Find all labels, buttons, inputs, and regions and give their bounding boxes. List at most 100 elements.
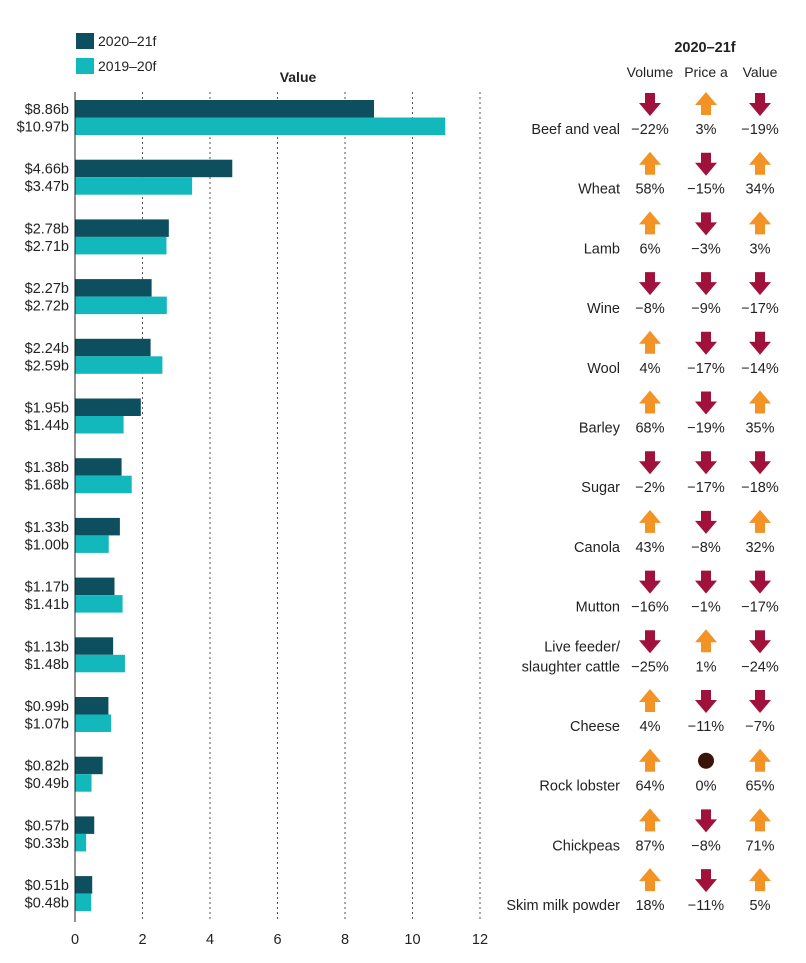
table-header: Value bbox=[743, 64, 778, 80]
arrow-down-icon bbox=[695, 510, 717, 534]
product-label: Canola bbox=[574, 540, 621, 556]
arrow-down-icon bbox=[695, 869, 717, 893]
bar bbox=[75, 100, 375, 118]
change-value: −15% bbox=[687, 182, 725, 198]
bar-value-label: $1.44b bbox=[25, 418, 69, 434]
bar-value-label: $0.51b bbox=[25, 878, 69, 894]
change-value: −1% bbox=[691, 600, 721, 616]
bar bbox=[75, 654, 125, 673]
change-value: 6% bbox=[640, 241, 661, 257]
bar-value-label: $1.48b bbox=[25, 657, 69, 673]
bar-value-label: $10.97b bbox=[17, 120, 69, 136]
change-value: −17% bbox=[687, 361, 725, 377]
change-value: 3% bbox=[750, 241, 771, 257]
bar-value-label: $0.33b bbox=[25, 836, 69, 852]
change-value: −17% bbox=[687, 480, 725, 496]
arrow-up-icon bbox=[639, 151, 661, 175]
table-title: 2020–21f bbox=[674, 40, 735, 56]
change-value: −9% bbox=[691, 301, 721, 317]
product-label: Lamb bbox=[584, 241, 620, 257]
change-value: 1% bbox=[696, 659, 717, 675]
bar-value-label: $1.17b bbox=[25, 580, 69, 596]
arrow-down-icon bbox=[639, 451, 661, 475]
bar-value-label: $1.33b bbox=[25, 520, 69, 536]
change-value: −8% bbox=[635, 301, 665, 317]
bar-value-label: $4.66b bbox=[25, 162, 69, 178]
change-value: 18% bbox=[635, 898, 664, 914]
bar bbox=[75, 219, 169, 237]
change-value: −8% bbox=[691, 838, 721, 854]
change-value: 58% bbox=[635, 182, 664, 198]
bar-value-label: $1.41b bbox=[25, 597, 69, 613]
bar-value-label: $2.24b bbox=[25, 341, 69, 357]
product-label: Chickpeas bbox=[552, 838, 620, 854]
change-value: 43% bbox=[635, 540, 664, 556]
bar-value-label: $8.86b bbox=[25, 102, 69, 118]
bar bbox=[75, 117, 446, 135]
legend-swatch bbox=[76, 33, 94, 49]
product-label: Rock lobster bbox=[539, 779, 620, 795]
bar-value-label: $3.47b bbox=[25, 179, 69, 195]
change-value: 71% bbox=[745, 838, 774, 854]
product-label: Beef and veal bbox=[531, 122, 620, 138]
change-value: −14% bbox=[741, 361, 779, 377]
bar-value-label: $2.59b bbox=[25, 358, 69, 374]
change-value: −17% bbox=[741, 600, 779, 616]
product-label: Live feeder/ bbox=[544, 639, 621, 655]
change-value: −17% bbox=[741, 301, 779, 317]
arrow-down-icon bbox=[749, 570, 771, 594]
arrow-down-icon bbox=[695, 331, 717, 355]
bar bbox=[75, 833, 87, 852]
bar bbox=[75, 356, 163, 374]
bar-value-label: $2.27b bbox=[25, 281, 69, 297]
bar-value-label: $0.82b bbox=[25, 759, 69, 775]
arrow-up-icon bbox=[639, 689, 661, 712]
x-tick-label: 6 bbox=[273, 932, 281, 948]
bar bbox=[75, 279, 152, 297]
change-value: −22% bbox=[631, 122, 669, 138]
arrow-down-icon bbox=[639, 272, 661, 296]
arrow-up-icon bbox=[749, 808, 771, 832]
change-value: 35% bbox=[745, 421, 774, 437]
arrow-up-icon bbox=[749, 151, 771, 175]
arrow-up-icon bbox=[639, 211, 661, 235]
arrow-down-icon bbox=[749, 690, 771, 713]
bar bbox=[75, 416, 124, 434]
bar-value-label: $0.49b bbox=[25, 776, 69, 792]
bar-value-label: $2.72b bbox=[25, 299, 69, 315]
bar bbox=[75, 774, 92, 792]
bar-value-label: $0.48b bbox=[25, 896, 69, 912]
change-value: −7% bbox=[745, 719, 775, 735]
bar-value-label: $1.00b bbox=[25, 537, 69, 553]
arrow-down-icon bbox=[639, 630, 661, 654]
bar bbox=[75, 816, 95, 834]
arrow-down-icon bbox=[639, 93, 661, 116]
arrow-down-icon bbox=[695, 212, 717, 236]
change-value: −19% bbox=[741, 122, 779, 138]
arrow-down-icon bbox=[695, 272, 717, 296]
table-header: Price a bbox=[684, 64, 728, 80]
change-value: 4% bbox=[640, 719, 661, 735]
change-value: −16% bbox=[631, 600, 669, 616]
arrow-down-icon bbox=[695, 570, 717, 594]
bar-value-label: $1.68b bbox=[25, 478, 69, 494]
bar bbox=[75, 338, 151, 357]
table-header: Volume bbox=[627, 64, 674, 80]
change-value: 65% bbox=[745, 779, 774, 795]
change-value: 32% bbox=[745, 540, 774, 556]
bar-value-label: $1.38b bbox=[25, 460, 69, 476]
bar bbox=[75, 876, 93, 894]
arrow-up-icon bbox=[695, 629, 717, 653]
bar-value-label: $2.71b bbox=[25, 239, 69, 255]
no-change-dot-icon bbox=[698, 752, 714, 769]
arrow-up-icon bbox=[639, 509, 661, 533]
arrow-up-icon bbox=[639, 748, 661, 772]
bar bbox=[75, 577, 115, 596]
x-tick-label: 8 bbox=[341, 932, 349, 948]
change-value: 34% bbox=[745, 182, 774, 198]
arrow-up-icon bbox=[695, 92, 717, 115]
arrow-up-icon bbox=[639, 330, 661, 354]
change-value: 68% bbox=[635, 421, 664, 437]
arrow-up-icon bbox=[639, 808, 661, 832]
